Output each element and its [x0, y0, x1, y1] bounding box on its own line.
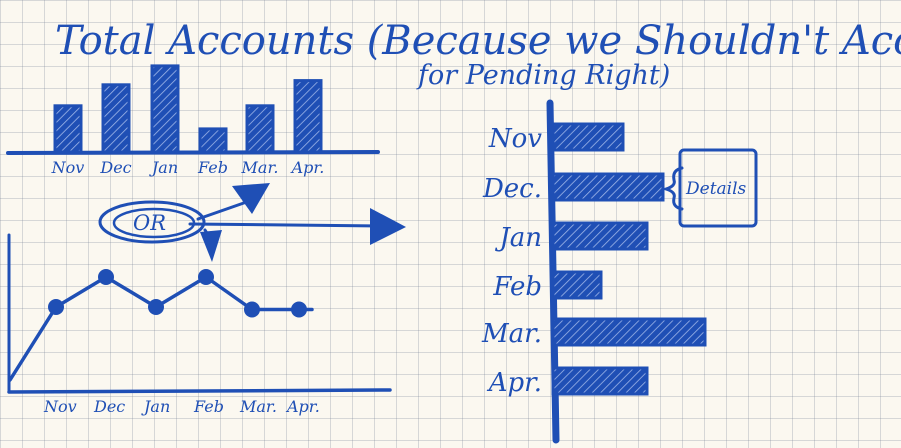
horizontal-bar-chart: Nov Dec. Jan Feb Mar. Apr.: [481, 99, 707, 444]
bar-label-5: Apr.: [290, 158, 325, 177]
line-chart: Nov Dec Jan Feb Mar. Apr.: [7, 233, 392, 416]
hbar-4: [551, 317, 707, 347]
title-line-1: Total Accounts (Because we Shouldn't Acc…: [55, 18, 901, 64]
details-brace: [660, 166, 684, 211]
details-callout: Details: [660, 148, 758, 228]
or-arrow-right: [188, 222, 387, 228]
line-point-3: [198, 269, 214, 285]
bar-1: [101, 83, 131, 154]
line-point-0: [48, 299, 64, 315]
bar-3: [198, 127, 228, 154]
bar-label-3: Feb: [197, 158, 228, 177]
hbar-3: [551, 270, 603, 300]
hbar-1: [551, 172, 665, 202]
or-connector: OR: [98, 183, 406, 262]
hbar-label-3: Feb: [492, 272, 542, 302]
bar-4: [245, 104, 275, 154]
line-point-4: [244, 301, 260, 318]
bar-label-4: Mar.: [241, 158, 279, 177]
hbar-2: [551, 221, 649, 251]
line-label-2: Jan: [141, 397, 170, 416]
bar-5: [293, 79, 323, 154]
line-label-1: Dec: [93, 397, 125, 416]
hbar-label-2: Jan: [494, 223, 542, 253]
line-point-2: [148, 299, 164, 315]
line-label-5: Apr.: [285, 397, 320, 416]
or-label: OR: [133, 211, 166, 235]
line-point-1: [98, 269, 114, 285]
line-point-5: [291, 301, 307, 318]
line-label-4: Mar.: [239, 397, 277, 416]
bar-label-2: Jan: [149, 158, 178, 177]
hbar-label-0: Nov: [488, 124, 542, 154]
hbar-0: [551, 122, 625, 152]
bar-label-0: Nov: [51, 158, 85, 177]
line-label-3: Feb: [193, 397, 224, 416]
or-bubble: [98, 200, 206, 244]
or-arrow-down-head: [200, 230, 222, 262]
hbar-5: [551, 366, 649, 396]
hbar-label-5: Apr.: [487, 368, 542, 398]
line-x-axis: [7, 388, 392, 394]
or-arrow-up-head: [232, 183, 270, 214]
hbar-label-4: Mar.: [481, 319, 542, 349]
bar-label-1: Dec: [99, 158, 131, 177]
hbar-label-1: Dec.: [482, 174, 542, 204]
or-arrow-right-head: [370, 208, 406, 245]
bar-2: [150, 64, 180, 154]
line-series: [8, 275, 314, 382]
line-label-0: Nov: [43, 397, 77, 416]
details-label: Details: [685, 179, 747, 199]
bar-0: [53, 104, 83, 154]
vertical-bar-chart: Nov Dec Jan Feb Mar. Apr.: [6, 64, 380, 177]
title-line-2: for Pending Right): [416, 60, 670, 91]
details-box: [678, 148, 758, 228]
